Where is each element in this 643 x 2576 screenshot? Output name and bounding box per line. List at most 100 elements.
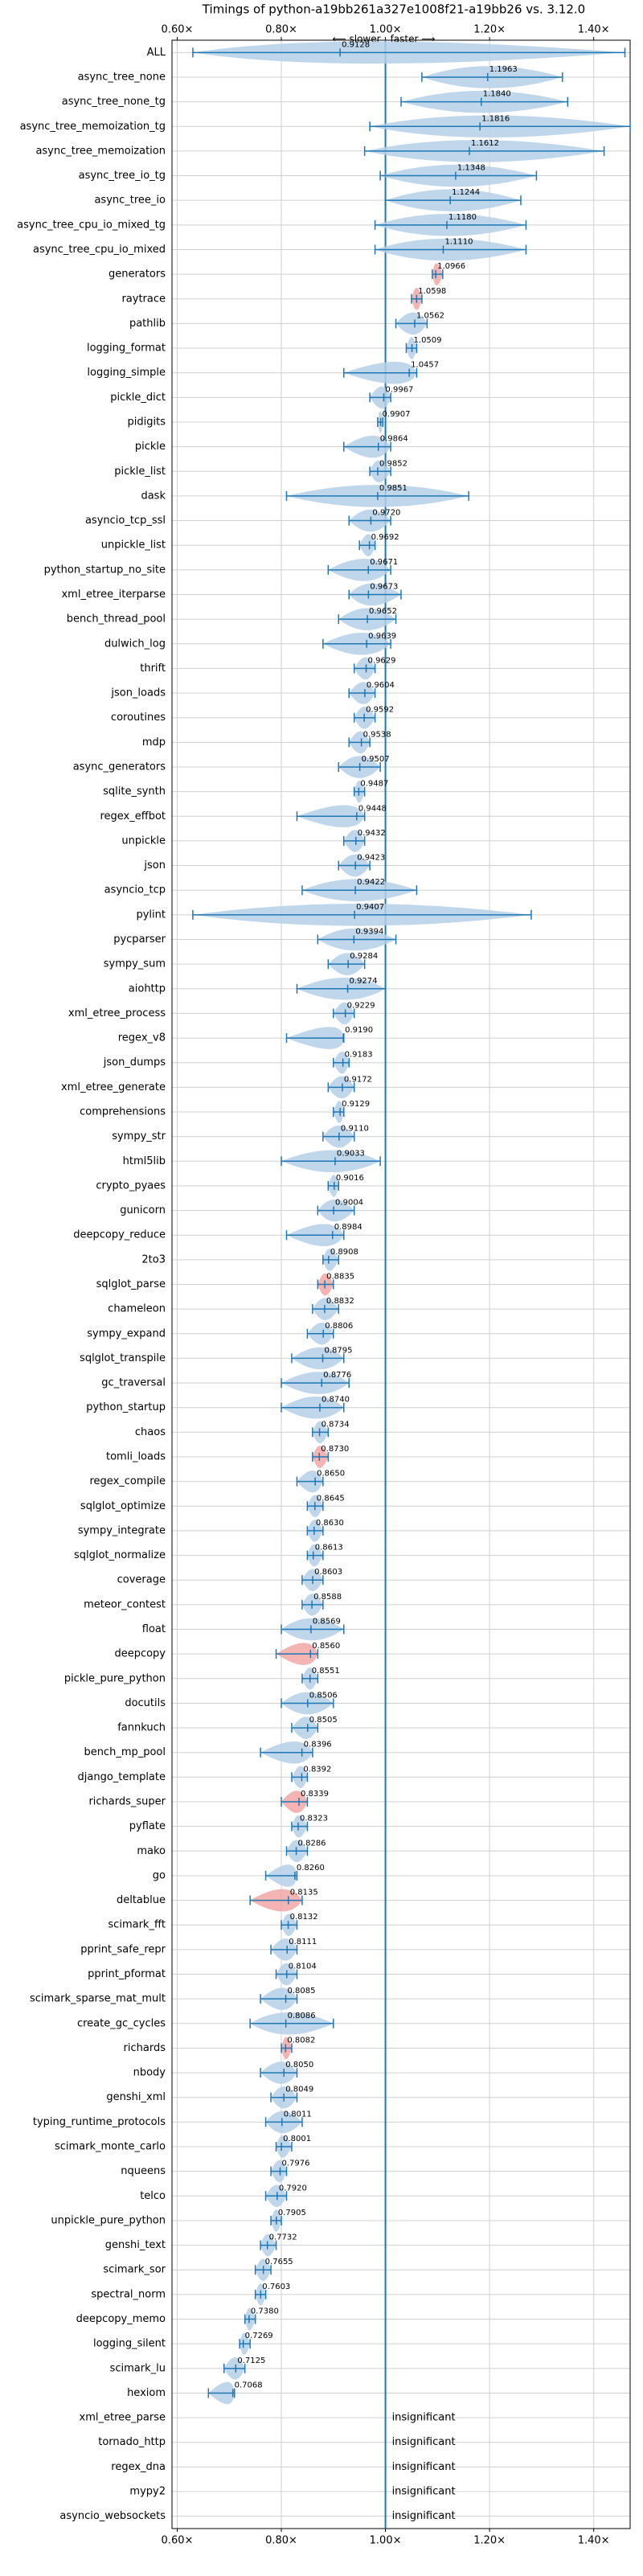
value-label: 0.9629 [368,656,396,665]
value-label: 0.9432 [358,829,386,838]
value-label: 0.9423 [357,854,385,863]
category-label: meteor_contest [84,1598,166,1610]
value-label: 0.9652 [369,607,397,616]
category-label: async_tree_memoization [35,145,166,157]
category-label: scimark_monte_carlo [55,2141,166,2153]
category-label: json_loads [110,687,166,699]
category-label: scimark_fft [108,1919,166,1931]
category-label: pickle_pure_python [64,1672,166,1684]
category-label: mako [137,1845,166,1857]
value-label: 1.1180 [448,213,477,222]
value-label: insignificant [392,2461,456,2473]
category-label: xml_etree_process [68,1007,166,1019]
category-label: pathlib [129,318,166,330]
value-label: 0.8588 [313,1593,342,1602]
value-label: 0.8286 [298,1839,326,1848]
category-label: gc_traversal [101,1377,166,1389]
value-label: 1.0509 [414,336,442,345]
x-tick-label: 1.40× [578,2535,610,2547]
category-label: mdp [142,736,166,749]
value-label: 0.8908 [330,1248,358,1257]
category-label: create_gc_cycles [77,2017,166,2029]
value-label: 0.9538 [363,730,391,739]
category-label: sympy_integrate [78,1524,166,1536]
value-label: 0.8104 [289,1963,317,1971]
value-label: 0.9448 [358,804,387,813]
chart-title: Timings of python-a19bb261a327e1008f21-a… [202,2,585,17]
plot-frame [171,39,631,2529]
category-label: pickle [135,441,166,453]
category-label: logging_silent [93,2338,166,2350]
category-label: deepcopy [114,1648,166,1660]
category-label: async_tree_io [94,195,166,207]
category-label: sqlglot_optimize [80,1500,166,1512]
value-label: 0.8085 [288,1987,316,1996]
value-label: 0.8645 [317,1494,345,1503]
value-label: 0.8132 [290,1913,318,1922]
value-label: 0.9673 [370,582,398,591]
category-label: dask [141,490,166,502]
value-label: 0.7380 [251,2307,279,2316]
category-label: unpickle [121,835,166,847]
value-label: 0.8835 [326,1273,354,1282]
value-label: 0.8260 [297,1864,325,1873]
value-label: 0.8984 [334,1223,362,1232]
value-label: 0.8049 [285,2086,313,2094]
category-label: logging_simple [87,367,166,379]
category-label: tornado_http [98,2436,166,2448]
category-label: typing_runtime_protocols [33,2116,166,2128]
value-label: 0.9128 [342,40,370,49]
category-label: float [142,1623,166,1635]
x-tick-label: 1.00× [370,2535,402,2547]
category-label: regex_v8 [118,1032,166,1044]
value-label: 0.8050 [285,2061,313,2069]
category-label: xml_etree_iterparse [61,589,166,601]
value-label: 0.9604 [367,681,395,690]
category-label: pickle_list [114,466,166,478]
category-label: asyncio_websockets [59,2510,166,2522]
category-label: pyflate [129,1820,166,1832]
category-label: go [153,1869,166,1881]
category-label: richards_super [88,1796,166,1808]
value-label: 0.9394 [355,927,383,936]
category-label: pycparser [113,933,166,945]
value-label: 0.8001 [283,2135,311,2143]
value-label: 1.0598 [418,287,446,296]
category-label: json [143,859,166,872]
category-label: docutils [125,1697,166,1709]
category-label: dulwich_log [104,638,166,650]
category-label: coroutines [111,712,166,724]
value-label: 0.9692 [371,533,399,542]
value-label: 1.1110 [444,237,473,246]
value-label: 0.8111 [289,1938,317,1946]
value-label: 0.7068 [235,2381,263,2389]
x-tick-label: 0.60× [162,24,194,36]
value-label: 1.1816 [481,114,510,123]
category-label: crypto_pyaes [96,1179,166,1192]
category-label: json_dumps [103,1056,166,1069]
category-label: async_tree_io_tg [79,170,166,182]
category-label: scimark_sor [103,2264,166,2276]
x-tick-label: 0.80× [265,2535,297,2547]
value-label: 0.9274 [350,977,378,986]
value-label: 0.7920 [279,2184,307,2192]
x-tick-label: 1.20× [473,2535,506,2547]
value-label: 0.7976 [281,2160,309,2168]
category-label: async_tree_none [78,71,166,83]
value-label: 0.9852 [379,459,408,468]
category-label: telco [140,2190,166,2202]
value-label: 0.8740 [322,1396,350,1405]
category-label: genshi_text [105,2239,166,2251]
category-label: sympy_sum [104,958,166,970]
category-label: xml_etree_generate [61,1081,166,1093]
category-label: pylint [136,909,166,921]
value-label: 0.7125 [237,2357,265,2365]
value-label: 0.7269 [245,2332,273,2340]
category-label: async_tree_cpu_io_mixed [33,244,166,256]
category-label: python_startup [86,1401,166,1413]
value-label: 0.9907 [383,410,411,419]
value-label: 0.8832 [326,1297,354,1306]
category-label: richards [124,2042,166,2054]
category-label: bench_mp_pool [84,1746,166,1758]
category-label: bench_thread_pool [67,613,166,626]
